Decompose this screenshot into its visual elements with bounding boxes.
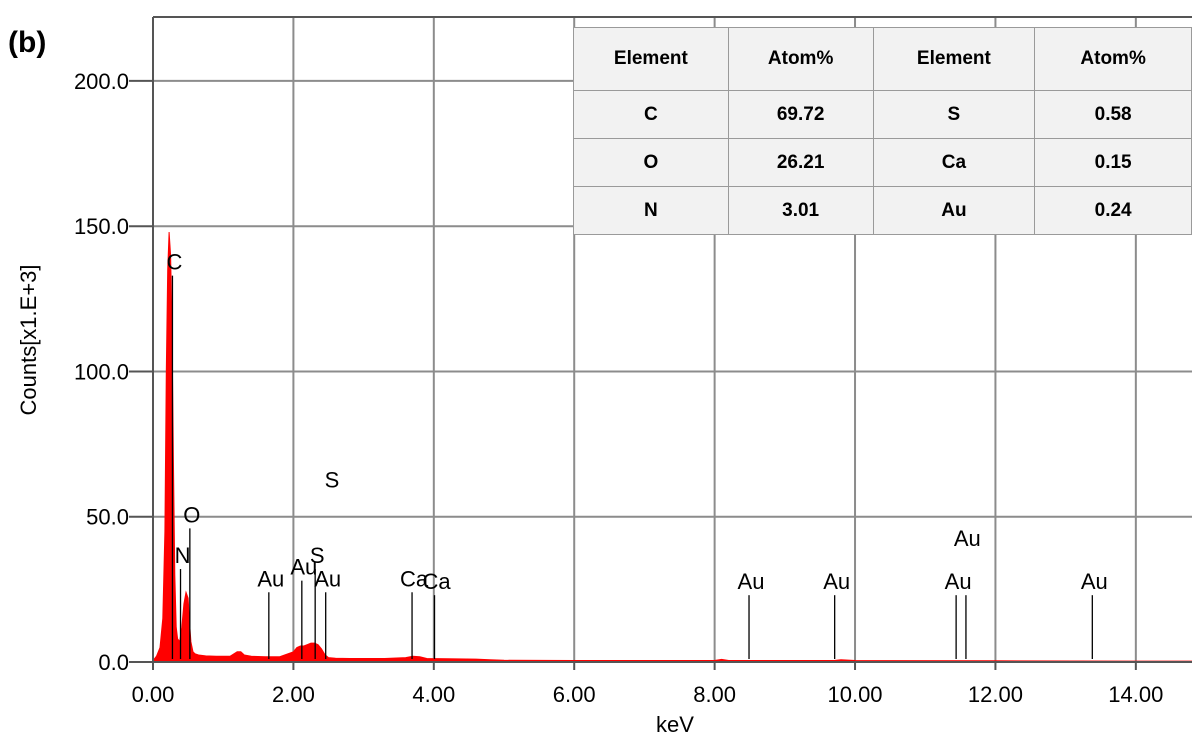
x-tick-label: 12.00 [968, 682, 1023, 707]
table-cell: 0.24 [1034, 186, 1192, 235]
y-tick-label: 100.0 [74, 359, 129, 384]
peak-label: S [310, 543, 325, 568]
x-tick-label: 10.00 [827, 682, 882, 707]
x-tick-label: 6.00 [553, 682, 596, 707]
table-cell: 69.72 [727, 90, 874, 139]
peak-label: C [167, 250, 183, 275]
y-tick-label: 0.0 [98, 650, 129, 675]
panel-label: (b) [8, 26, 46, 59]
peak-label: S [325, 468, 340, 493]
table-header-cell: Element [573, 27, 729, 91]
peak-label: Au [290, 555, 317, 580]
table-cell: O [573, 138, 729, 187]
x-tick-label: 0.00 [132, 682, 175, 707]
table-cell: 0.58 [1034, 90, 1192, 139]
y-axis-title: Counts[x1.E+3] [16, 264, 41, 415]
y-tick-label: 150.0 [74, 214, 129, 239]
x-axis-ticks: 0.00 2.00 4.00 6.00 8.00 10.00 12.00 14.00 [132, 662, 1163, 707]
x-tick-label: 2.00 [272, 682, 315, 707]
x-axis-title: keV [656, 712, 694, 737]
y-axis-ticks: 0.0 50.0 100.0 150.0 200.0 [74, 69, 153, 675]
table-header-cell: Atom% [727, 27, 874, 91]
table-cell: N [573, 186, 729, 235]
peak-label: Au [738, 569, 765, 594]
table-cell: 0.15 [1034, 138, 1192, 187]
table-row: O 26.21 Ca 0.15 [573, 138, 1192, 187]
composition-table: Element Atom% Element Atom% C 69.72 S 0.… [573, 27, 1192, 235]
peak-label: Au [954, 526, 981, 551]
table-header-row: Element Atom% Element Atom% [573, 27, 1192, 91]
x-tick-label: 4.00 [412, 682, 455, 707]
peak-label: Au [314, 566, 341, 591]
table-cell: 26.21 [727, 138, 874, 187]
table-cell: Ca [872, 138, 1036, 187]
table-cell: Au [872, 186, 1036, 235]
table-header-cell: Atom% [1034, 27, 1192, 91]
table-row: C 69.72 S 0.58 [573, 90, 1192, 139]
table-cell: 3.01 [727, 186, 874, 235]
peak-label: Au [945, 569, 972, 594]
table-row: N 3.01 Au 0.24 [573, 186, 1192, 235]
peak-label: N [175, 543, 191, 568]
y-tick-label: 50.0 [86, 505, 129, 530]
x-tick-label: 14.00 [1108, 682, 1163, 707]
peak-label: Ca [422, 569, 451, 594]
table-cell: S [872, 90, 1036, 139]
spectrum-area [152, 231, 1192, 663]
x-tick-label: 8.00 [693, 682, 736, 707]
plot-axes [152, 16, 1192, 663]
peak-label: Au [1081, 569, 1108, 594]
peak-label: Au [823, 569, 850, 594]
y-tick-label: 200.0 [74, 69, 129, 94]
peak-label: Au [257, 566, 284, 591]
spectrum-series [152, 231, 1192, 663]
peak-label: O [183, 502, 200, 527]
table-header-cell: Element [872, 27, 1036, 91]
table-cell: C [573, 90, 729, 139]
peak-label: Ca [400, 566, 429, 591]
